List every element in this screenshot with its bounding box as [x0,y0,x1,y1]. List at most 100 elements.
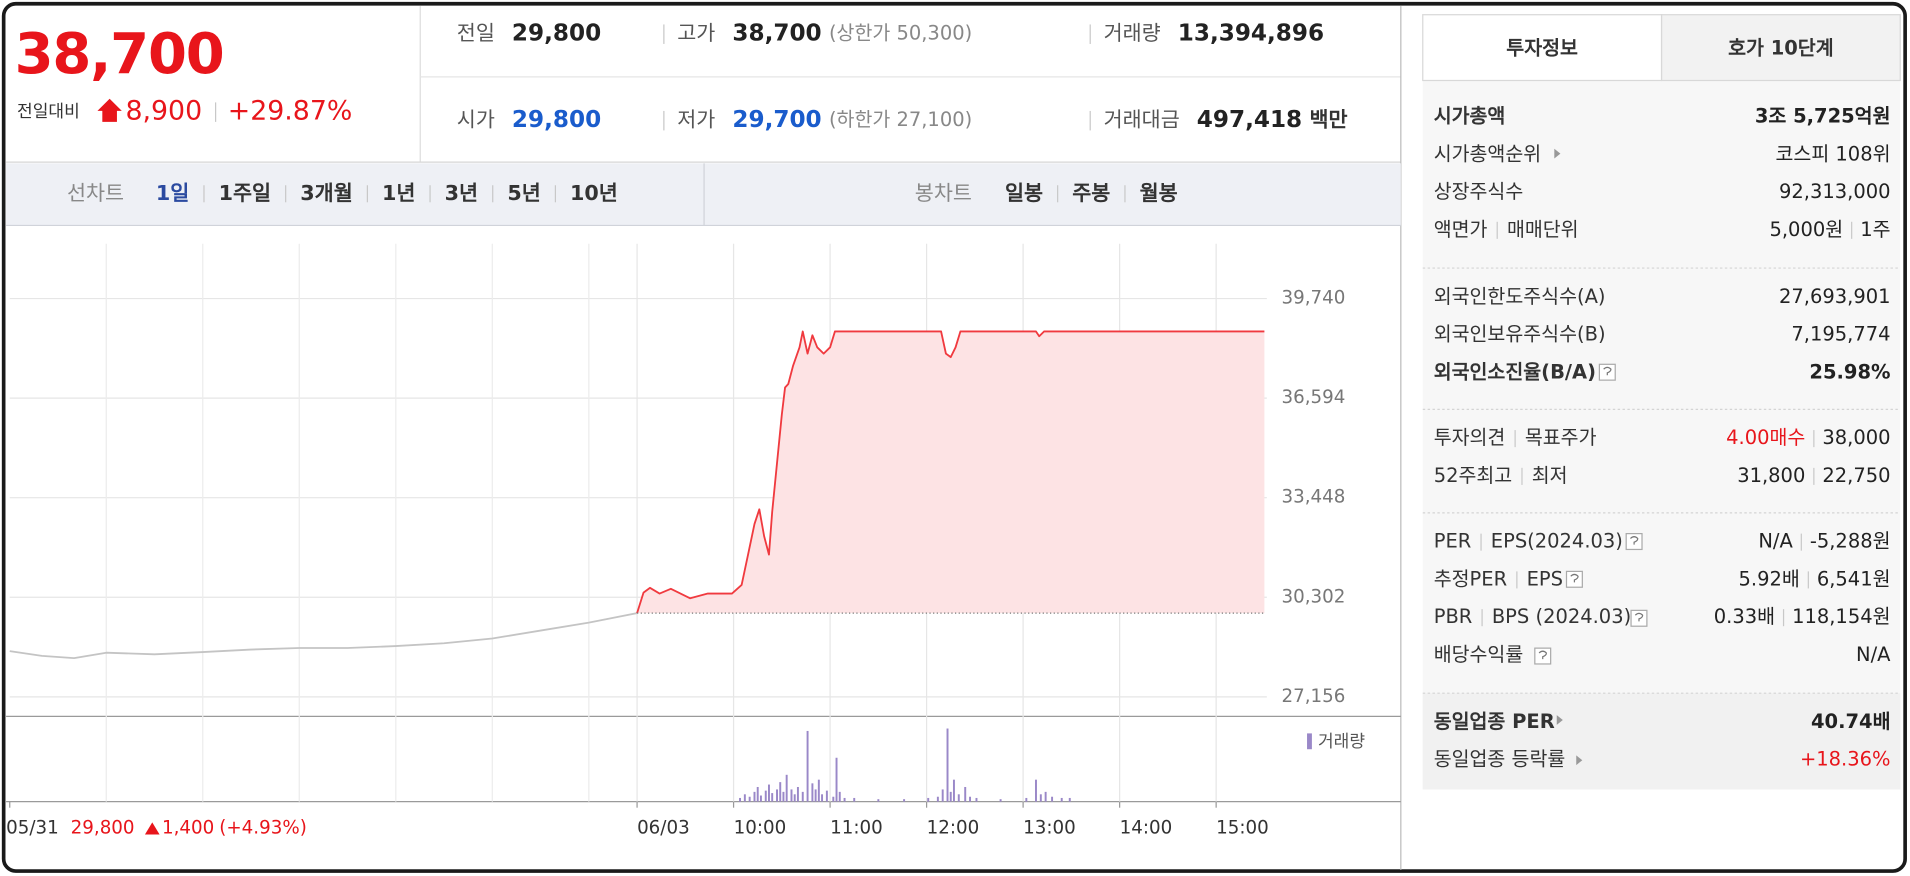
volume-bar [771,793,774,802]
y-tick-label: 30,302 [1281,586,1345,607]
y-tick-label: 39,740 [1281,288,1345,309]
info-label: 추정PER [1434,567,1507,590]
info-value: 1주 [1860,218,1890,241]
volume-bar [825,790,828,802]
period-tab[interactable]: 월봉 [1140,181,1178,205]
volume-bar [946,728,949,802]
area-fill [637,331,1265,614]
info-value: 6,541원 [1817,567,1891,590]
volume-bar [877,799,880,802]
up-icon [144,822,160,835]
volume-bar [806,730,809,802]
period-tab[interactable]: 1년 [382,181,415,205]
y-tick-label: 33,448 [1281,487,1345,508]
volume-bar [941,789,944,802]
section-dividers [1422,267,1901,694]
info-value: 118,154원 [1792,605,1890,628]
volume-bar [1044,791,1047,802]
period-tab[interactable]: 1주일 [219,181,271,205]
period-tab[interactable]: 주봉 [1072,181,1110,205]
stat-value: 29,800 [512,107,601,133]
volume-bar [748,796,751,802]
volume-bar [1025,797,1028,802]
info-label: EPS(2024.03) [1491,530,1623,553]
arrow-icon[interactable] [1554,148,1561,159]
info-label: 배당수익률 [1434,643,1524,666]
stat-value: 497,418 [1197,107,1302,133]
volume-bar [814,789,817,802]
arrow-icon[interactable] [1556,715,1563,725]
stat-label: 전일 [457,21,495,45]
help-icon[interactable] [1534,647,1552,665]
x-tick-label: 13:00 [1023,817,1076,838]
info-label: BPS (2024.03) [1492,605,1631,628]
volume-bar [817,779,820,802]
volume-bar [1068,797,1071,802]
tab-group-label: 선차트 [67,181,124,205]
info-section [1422,693,1901,790]
info-value: 코스피 108위 [1776,142,1891,165]
volume-bar [785,774,788,802]
info-value: 0.33배 [1714,605,1775,628]
arrows [1554,148,1583,766]
help-icon[interactable] [1625,533,1643,551]
info-value: N/A [1758,530,1793,553]
help-icon[interactable] [1598,363,1616,381]
tab-active[interactable] [1422,14,1663,82]
volume-bar [843,797,846,802]
help-icon[interactable] [1565,570,1583,588]
volume-bar [835,757,838,802]
price-line [9,612,638,660]
volume-bar [1060,797,1063,802]
info-label: 매매단위 [1507,218,1579,241]
info-panel [1422,80,1901,790]
x-tick-label: 11:00 [830,817,883,838]
info-tab-label[interactable]: 투자정보 [1506,36,1578,59]
help-icons [1534,363,1648,665]
info-value: 5,000원 [1769,218,1843,241]
info-label: 시가총액순위 [1434,142,1541,165]
arrow-icon[interactable] [1576,755,1583,766]
change-rate: +29.87% [228,96,353,127]
period-tab[interactable]: 3개월 [300,181,352,205]
change-value: 8,900 [125,96,202,127]
stat-unit: 백만 [1309,108,1347,132]
volume-bar [756,786,759,802]
volume-bar [1035,779,1037,802]
previous-change-rate: (+4.93%) [219,817,307,838]
volume-bar [975,797,978,802]
help-icon[interactable] [1630,609,1648,627]
volume-bar [782,791,785,802]
change-label: 전일대비 [17,102,80,122]
period-tab[interactable]: 1일 [156,181,189,205]
volume-bar [764,790,767,802]
volume-bar [957,794,960,802]
price-line [636,330,1265,614]
period-tab[interactable]: 5년 [507,181,540,205]
period-tab[interactable]: 3년 [445,181,478,205]
volume-bar [936,796,939,802]
volume-bar [832,796,835,802]
stat-label: 시가 [457,108,495,132]
period-tab[interactable]: 10년 [570,181,618,205]
info-label: EPS [1527,567,1563,590]
info-label: 목표주가 [1525,426,1597,449]
volume-bar [1039,794,1042,802]
info-value: 31,800 [1737,464,1805,487]
info-label: PBR [1434,605,1473,628]
info-tab-label[interactable]: 호가 10단계 [1728,36,1834,59]
previous-price: 29,800 [71,817,135,838]
volume-bar [964,786,967,802]
info-label: 상장주식수 [1434,180,1524,203]
volume-bar [753,791,756,802]
info-label: 동일업종 PER [1434,710,1555,733]
tab[interactable] [1660,14,1901,82]
info-label: 최저 [1532,464,1568,487]
volume-bar [793,794,796,802]
period-tab[interactable]: 일봉 [1005,181,1043,205]
volume-bar [759,795,762,802]
info-value: 27,693,901 [1779,285,1890,308]
volume-bar [801,791,804,802]
x-tick-label: 06/03 [637,817,690,838]
